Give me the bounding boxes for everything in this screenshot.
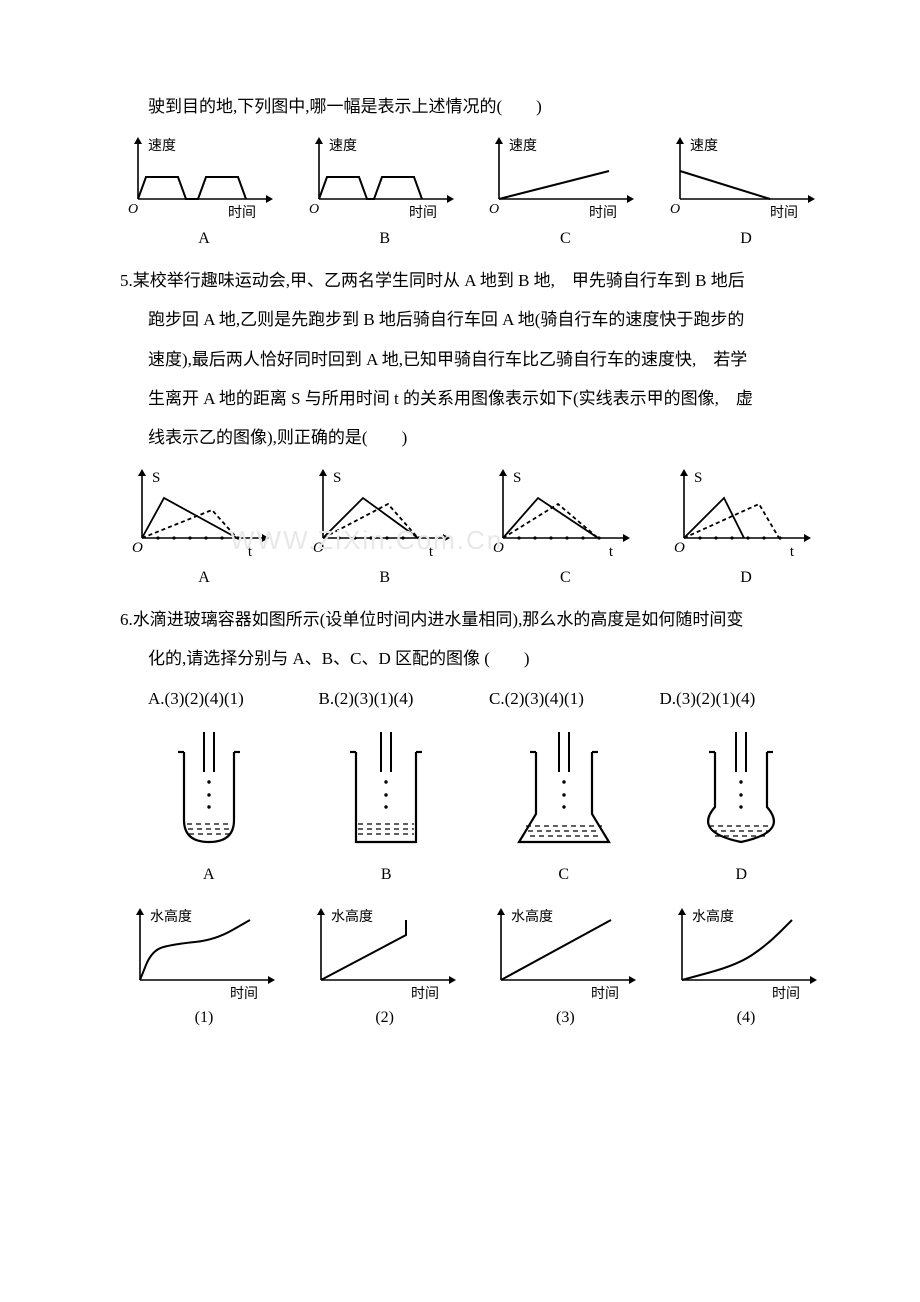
svg-text:O: O — [489, 202, 499, 217]
svg-text:O: O — [309, 202, 319, 217]
figure-caption: (3) — [481, 1002, 649, 1033]
svg-text:O: O — [493, 540, 504, 556]
svg-text:S: S — [152, 470, 160, 486]
svg-text:O: O — [670, 202, 680, 217]
q4-chart-b: 速度时间 OB — [301, 129, 469, 254]
q5-figure-row: StOA StOB StOC StOD — [120, 460, 830, 593]
q5-chart-b: St OB — [301, 460, 469, 593]
q6-height-3: 水高度时间 (3) — [481, 900, 649, 1033]
figure-caption: A — [144, 859, 274, 890]
q6-height-4: 水高度时间 (4) — [662, 900, 830, 1033]
q6-height-2: 水高度时间 (2) — [301, 900, 469, 1033]
figure-caption: (2) — [301, 1002, 469, 1033]
q4-chart-c: 速度时间 OC — [481, 129, 649, 254]
q5-chart-c: St OC — [481, 460, 649, 593]
svg-text:t: t — [248, 544, 253, 560]
svg-text:t: t — [790, 544, 795, 560]
q5-line4: 生离开 A 地的距离 S 与所用时间 t 的关系用图像表示如下(实线表示甲的图像… — [120, 382, 830, 415]
svg-text:S: S — [513, 470, 521, 486]
svg-text:S: S — [333, 470, 341, 486]
q6-opt-c: C.(2)(3)(4)(1) — [489, 682, 660, 715]
q6-text1: 水滴进玻璃容器如图所示(设单位时间内进水量相同),那么水的高度是如何随时间变 — [133, 610, 744, 629]
q6-vessel-row: A B C D — [120, 727, 830, 890]
q5-text1: 某校举行趣味运动会,甲、乙两名学生同时从 A 地到 B 地, 甲先骑自行车到 B… — [133, 271, 745, 290]
svg-text:水高度: 水高度 — [692, 908, 734, 925]
q6-line1: 6.水滴进玻璃容器如图所示(设单位时间内进水量相同),那么水的高度是如何随时间变 — [120, 603, 830, 636]
svg-text:水高度: 水高度 — [331, 908, 373, 925]
q6-height-1: 水高度时间 (1) — [120, 900, 288, 1033]
svg-text:t: t — [428, 544, 433, 560]
q6-vessel-c: C — [499, 727, 629, 890]
svg-text:速度: 速度 — [329, 138, 357, 154]
svg-text:时间: 时间 — [411, 986, 439, 1000]
svg-text:时间: 时间 — [230, 986, 258, 1000]
q5-line2: 跑步回 A 地,乙则是先跑步到 B 地后骑自行车回 A 地(骑自行车的速度快于跑… — [120, 303, 830, 336]
svg-text:时间: 时间 — [409, 205, 437, 221]
figure-caption: (1) — [120, 1002, 288, 1033]
q6-opt-a: A.(3)(2)(4)(1) — [148, 682, 319, 715]
svg-text:时间: 时间 — [772, 986, 800, 1000]
figure-caption: B — [301, 223, 469, 254]
figure-caption: C — [481, 223, 649, 254]
svg-text:t: t — [609, 544, 614, 560]
q6-opt-b: B.(2)(3)(1)(4) — [319, 682, 490, 715]
figure-caption: C — [499, 859, 629, 890]
svg-text:O: O — [313, 540, 324, 556]
figure-caption: C — [481, 562, 649, 593]
svg-text:水高度: 水高度 — [511, 908, 553, 925]
q5-num: 5. — [120, 271, 133, 290]
svg-text:水高度: 水高度 — [150, 908, 192, 925]
svg-text:O: O — [128, 202, 138, 217]
q6-options-row: A.(3)(2)(4)(1) B.(2)(3)(1)(4) C.(2)(3)(4… — [120, 682, 830, 715]
figure-caption: (4) — [662, 1002, 830, 1033]
q5-line3: 速度),最后两人恰好同时回到 A 地,已知甲骑自行车比乙骑自行车的速度快, 若学 — [120, 343, 830, 376]
svg-text:S: S — [694, 470, 702, 486]
figure-caption: B — [321, 859, 451, 890]
figure-caption: D — [662, 223, 830, 254]
q6-num: 6. — [120, 610, 133, 629]
q5-chart-d: St OD — [662, 460, 830, 593]
svg-text:速度: 速度 — [148, 138, 176, 154]
q6-line2: 化的,请选择分别与 A、B、C、D 区配的图像 ( ) — [120, 642, 830, 675]
q6-height-row: 水高度时间 (1) 水高度时间 (2) 水高度时间 (3) 水高度时间 (4) — [120, 900, 830, 1033]
q6-vessel-d: D — [676, 727, 806, 890]
q5-chart-a: St OA — [120, 460, 288, 593]
svg-text:时间: 时间 — [228, 205, 256, 221]
q5-line1: 5.某校举行趣味运动会,甲、乙两名学生同时从 A 地到 B 地, 甲先骑自行车到… — [120, 264, 830, 297]
svg-text:速度: 速度 — [690, 138, 718, 154]
q4-tail-text: 驶到目的地,下列图中,哪一幅是表示上述情况的( ) — [120, 90, 830, 123]
figure-caption: D — [662, 562, 830, 593]
svg-text:速度: 速度 — [509, 138, 537, 154]
svg-text:时间: 时间 — [589, 205, 617, 221]
svg-text:时间: 时间 — [770, 205, 798, 221]
figure-caption: A — [120, 562, 288, 593]
q6-vessel-b: B — [321, 727, 451, 890]
q4-chart-d: 速度时间 OD — [662, 129, 830, 254]
q5-line5: 线表示乙的图像),则正确的是( ) — [120, 421, 830, 454]
q4-chart-a: 速度时间 OA — [120, 129, 288, 254]
q4-figure-row: 速度时间OA 速度时间OB 速度时间OC 速度时间OD — [120, 129, 830, 254]
svg-text:O: O — [132, 540, 143, 556]
figure-caption: A — [120, 223, 288, 254]
svg-text:时间: 时间 — [591, 986, 619, 1000]
q6-opt-d: D.(3)(2)(1)(4) — [660, 682, 831, 715]
figure-caption: B — [301, 562, 469, 593]
q6-vessel-a: A — [144, 727, 274, 890]
figure-caption: D — [676, 859, 806, 890]
svg-text:O: O — [674, 540, 685, 556]
